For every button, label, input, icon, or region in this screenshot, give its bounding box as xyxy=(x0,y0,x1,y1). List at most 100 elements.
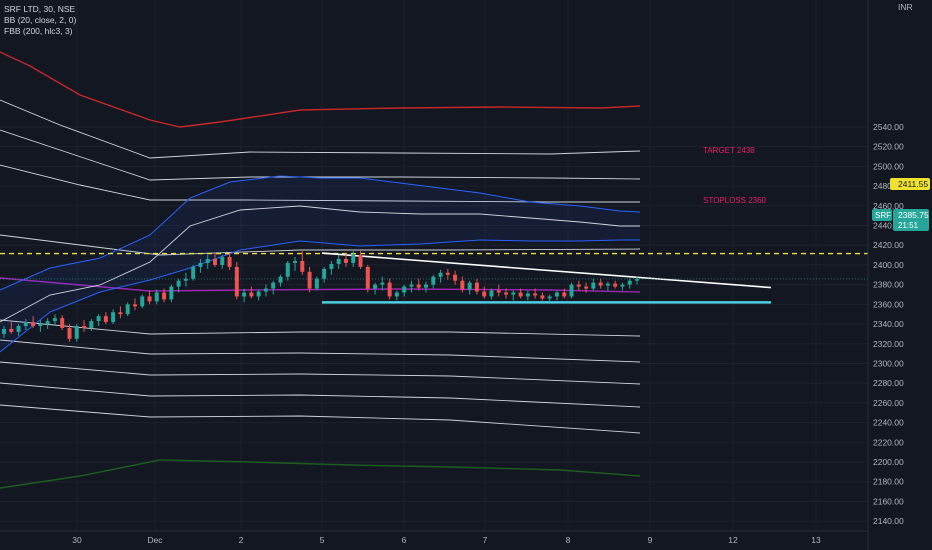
candle[interactable] xyxy=(322,266,327,283)
candle[interactable] xyxy=(38,320,43,332)
candle[interactable] xyxy=(263,284,268,297)
candle-body xyxy=(613,283,618,287)
candle[interactable] xyxy=(387,278,392,300)
candle[interactable] xyxy=(416,278,421,291)
candle[interactable] xyxy=(431,274,436,289)
candle[interactable] xyxy=(394,290,399,301)
candle[interactable] xyxy=(96,314,101,327)
candle[interactable] xyxy=(220,255,225,269)
candle[interactable] xyxy=(467,280,472,295)
candle[interactable] xyxy=(380,276,385,291)
candle[interactable] xyxy=(329,260,334,275)
candle[interactable] xyxy=(409,280,414,293)
candle[interactable] xyxy=(373,282,378,295)
candle[interactable] xyxy=(438,269,443,283)
candle[interactable] xyxy=(504,288,509,299)
target-annotation[interactable]: TARGET 2438 xyxy=(703,146,755,155)
candle[interactable] xyxy=(191,264,196,281)
candle[interactable] xyxy=(82,320,87,332)
candle[interactable] xyxy=(518,288,523,299)
candle[interactable] xyxy=(162,288,167,303)
candle[interactable] xyxy=(205,255,210,269)
candle[interactable] xyxy=(540,292,545,301)
candle[interactable] xyxy=(45,318,50,329)
candle[interactable] xyxy=(213,253,217,267)
candle[interactable] xyxy=(482,286,487,299)
candle[interactable] xyxy=(569,282,574,299)
candle[interactable] xyxy=(52,314,57,327)
candle[interactable] xyxy=(125,302,130,317)
candle[interactable] xyxy=(307,266,312,293)
candle[interactable] xyxy=(496,284,501,297)
candle[interactable] xyxy=(132,298,137,311)
candle[interactable] xyxy=(234,261,239,300)
candle[interactable] xyxy=(111,309,116,325)
candle[interactable] xyxy=(613,280,618,289)
candle[interactable] xyxy=(293,257,298,271)
candle[interactable] xyxy=(511,290,516,301)
candle[interactable] xyxy=(285,260,290,281)
candle[interactable] xyxy=(627,278,632,289)
candle[interactable] xyxy=(605,281,610,291)
candle[interactable] xyxy=(300,251,305,275)
candle[interactable] xyxy=(278,274,283,287)
candle[interactable] xyxy=(16,324,21,336)
candle[interactable] xyxy=(249,286,254,299)
candle[interactable] xyxy=(635,276,639,285)
candle[interactable] xyxy=(314,276,319,291)
candle[interactable] xyxy=(67,324,72,342)
trendline[interactable] xyxy=(321,252,772,289)
candle[interactable] xyxy=(176,278,181,293)
candle[interactable] xyxy=(89,319,94,331)
candle[interactable] xyxy=(591,278,596,291)
candle[interactable] xyxy=(424,281,428,293)
candle[interactable] xyxy=(169,284,174,303)
candle[interactable] xyxy=(118,306,123,319)
candle[interactable] xyxy=(256,289,261,301)
candle[interactable] xyxy=(227,253,232,270)
candle[interactable] xyxy=(402,284,407,297)
candle[interactable] xyxy=(620,282,625,291)
candles[interactable] xyxy=(2,251,639,342)
candle[interactable] xyxy=(242,288,247,303)
price-axis[interactable]: 2540.00 2520.00 2500.00 2480.00 2460.00 2440.… xyxy=(873,122,904,526)
symbol-legend[interactable]: SRF LTD, 30, NSE xyxy=(4,4,76,14)
candle[interactable] xyxy=(562,288,567,299)
candle[interactable] xyxy=(365,264,370,293)
candle[interactable] xyxy=(343,253,348,267)
candle[interactable] xyxy=(198,259,203,273)
candle[interactable] xyxy=(351,251,356,267)
candle[interactable] xyxy=(358,251,363,269)
candle[interactable] xyxy=(2,326,6,338)
candle[interactable] xyxy=(154,289,159,305)
candle[interactable] xyxy=(183,272,188,287)
bb-legend[interactable]: BB (20, close, 2, 0) xyxy=(4,15,77,25)
time-axis[interactable]: 30 Dec 2 5 6 7 8 9 12 13 xyxy=(72,535,821,545)
candle[interactable] xyxy=(9,322,14,334)
candle[interactable] xyxy=(23,319,28,330)
candle[interactable] xyxy=(489,288,494,300)
candle[interactable] xyxy=(554,290,559,301)
candle[interactable] xyxy=(103,312,108,325)
candle[interactable] xyxy=(74,324,79,342)
candle[interactable] xyxy=(533,288,538,299)
candle[interactable] xyxy=(547,294,552,303)
fbb-legend[interactable]: FBB (200, hlc3, 3) xyxy=(4,26,73,36)
stoploss-annotation[interactable]: STOPLOSS 2360 xyxy=(703,196,767,205)
candle[interactable] xyxy=(474,278,479,295)
candle[interactable] xyxy=(336,255,341,269)
candle[interactable] xyxy=(31,316,36,328)
candle[interactable] xyxy=(445,268,450,280)
candle[interactable] xyxy=(147,290,152,305)
candle[interactable] xyxy=(140,294,145,309)
candle-body xyxy=(627,280,632,285)
candle[interactable] xyxy=(460,276,465,293)
candle[interactable] xyxy=(584,282,589,293)
candle[interactable] xyxy=(525,290,530,301)
candle[interactable] xyxy=(598,278,603,289)
candle[interactable] xyxy=(453,270,458,285)
candle[interactable] xyxy=(60,315,65,330)
candle[interactable] xyxy=(271,280,276,295)
candle[interactable] xyxy=(576,280,581,291)
